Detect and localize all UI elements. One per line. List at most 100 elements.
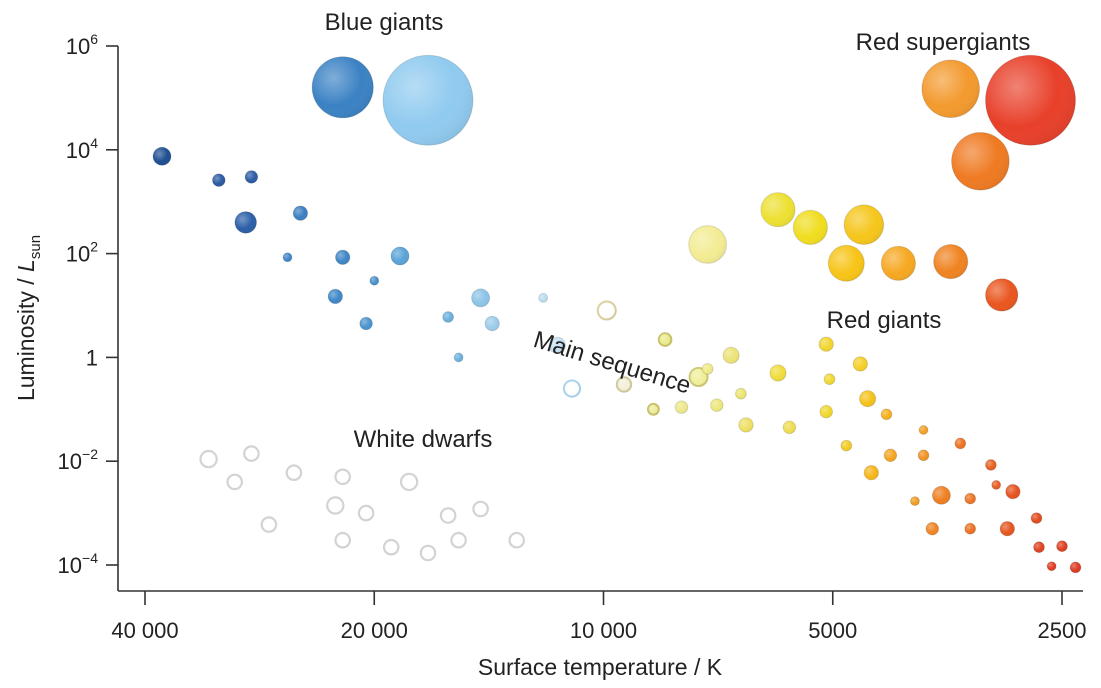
star-point-shading [245,170,258,184]
data-points [152,54,1082,574]
x-tick-label: 5000 [808,618,857,643]
y-axis-ticks: 106 104 102 1 10−2 10−4 [58,31,118,578]
star-point-shading [864,465,879,480]
star-point [450,531,467,549]
star-point [199,449,218,469]
x-axis-title: Surface temperature / K [478,654,723,680]
star-point-shading [597,301,616,320]
star-point-shading [926,522,939,535]
y-axis-title: Luminosity / Lsun [13,235,44,401]
star-point-shading [793,210,828,245]
star-point-shading [964,523,976,535]
star-point-shading [328,289,343,304]
star-point-shading [840,440,852,451]
star-point-shading [212,173,226,187]
star-point-shading [933,244,968,279]
star-point-shading [538,293,548,303]
star-point-shading [951,132,1010,191]
star-point-shading [563,380,581,397]
star-point-shading [471,288,490,307]
star-point-shading [485,316,500,331]
x-tick-label: 2500 [1038,618,1087,643]
y-tick-label: 104 [66,135,98,163]
series-red-giants [688,192,1019,312]
star-point [243,445,260,462]
star-point-shading [884,449,897,462]
star-point-shading [153,147,171,166]
y-tick-label: 106 [66,31,98,59]
star-point-shading [853,356,868,372]
x-axis-ticks: 40 000 20 000 10 000 5000 2500 [111,591,1086,643]
star-point-shading [702,363,713,375]
star-point-shading [312,56,374,118]
star-point [285,464,303,481]
star-point-shading [689,368,708,386]
star-point-shading [985,55,1076,146]
star-point-shading [688,225,727,264]
star-point-shading [783,421,796,434]
y-axis-title-sub: sun [27,235,44,259]
star-point [399,472,419,492]
star-point-shading [1000,521,1015,536]
x-tick-label: 40 000 [111,618,178,643]
star-point [382,538,400,556]
star-point [472,500,489,518]
star-point-shading [932,486,951,505]
label-blue-giants: Blue giants [325,9,444,36]
star-point-shading [723,347,740,364]
series-blue-giants [311,54,474,146]
star-point-shading [819,337,834,352]
star-point-shading [549,337,566,354]
star-point-shading [985,278,1018,312]
x-tick-label: 20 000 [341,618,408,643]
star-point-shading [910,496,920,506]
y-tick-label: 102 [66,239,98,267]
y-axis-title-main: Luminosity / [13,272,39,401]
star-point [334,468,351,486]
star-point-shading [658,333,672,346]
star-point-shading [919,425,928,435]
y-axis-title-italic: L [13,259,39,272]
star-point [508,531,525,549]
star-point [260,516,278,533]
star-point-shading [760,192,796,227]
star-point-shading [735,388,747,400]
star-point-shading [964,493,976,504]
star-point-shading [648,403,659,415]
star-point-shading [859,390,876,407]
label-red-supergiants: Red supergiants [856,29,1031,56]
star-point-shading [991,480,1001,490]
star-point [439,507,457,524]
star-point-shading [769,364,787,382]
star-point [419,544,437,562]
star-point-shading [383,55,473,146]
star-point-shading [819,405,833,419]
label-white-dwarfs: White dwarfs [354,426,493,453]
star-point-shading [359,317,373,330]
star-point-shading [1031,512,1042,524]
star-point [326,496,345,515]
star-point-shading [954,438,966,449]
star-point-shading [616,377,632,392]
series-white-dwarfs [199,445,525,562]
star-point [334,531,351,549]
y-tick-label: 10−4 [58,550,99,578]
star-point-shading [1033,541,1045,553]
star-point-shading [1070,562,1081,573]
series-red-supergiants [921,54,1076,191]
y-tick-label: 10−2 [58,446,99,474]
star-point-shading [283,252,292,262]
star-point-shading [921,60,980,118]
star-point-shading [985,459,997,471]
star-point-shading [391,247,409,265]
star-point-shading [335,250,350,265]
star-point-shading [881,408,892,420]
star-point-shading [442,311,454,323]
star-point-shading [828,245,865,282]
y-tick-label: 1 [86,345,98,370]
x-tick-label: 10 000 [570,618,637,643]
star-point-shading [675,400,688,414]
star-point [357,504,375,522]
star-point-shading [234,211,257,234]
